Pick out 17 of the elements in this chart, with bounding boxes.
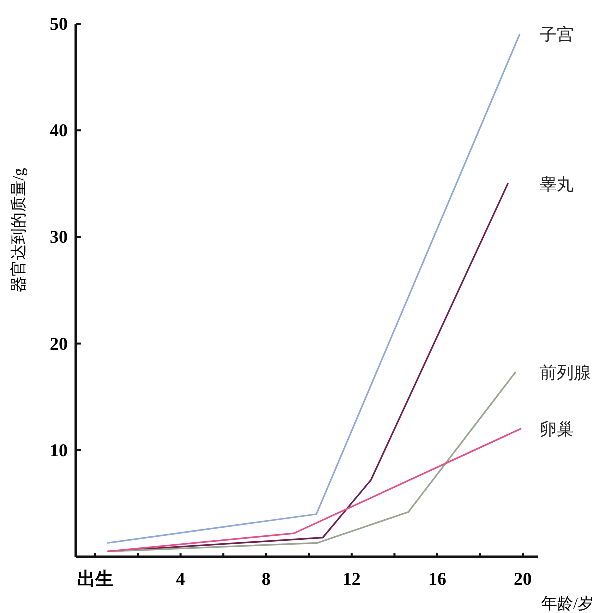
y-tick-label: 40 (50, 120, 68, 141)
x-tick-label: 20 (514, 569, 532, 589)
series-label: 子宫 (540, 26, 574, 45)
y-tick-label: 30 (50, 227, 68, 248)
series-label: 睾丸 (540, 174, 574, 194)
series-label: 卵巢 (540, 420, 574, 440)
x-tick-label: 8 (262, 569, 271, 589)
series-label: 前列腺 (540, 364, 591, 383)
y-tick-label: 50 (50, 14, 68, 34)
x-tick-label: 4 (176, 569, 186, 589)
y-tick-label: 20 (50, 334, 68, 354)
x-axis-title: 年龄/岁 (542, 595, 594, 613)
x-tick-label: 16 (428, 569, 446, 589)
y-tick-label: 10 (50, 440, 68, 460)
y-axis-title: 器官达到的质量/g (10, 168, 28, 293)
x-tick-label: 12 (342, 569, 361, 589)
x-tick-label: 出生 (77, 569, 114, 589)
